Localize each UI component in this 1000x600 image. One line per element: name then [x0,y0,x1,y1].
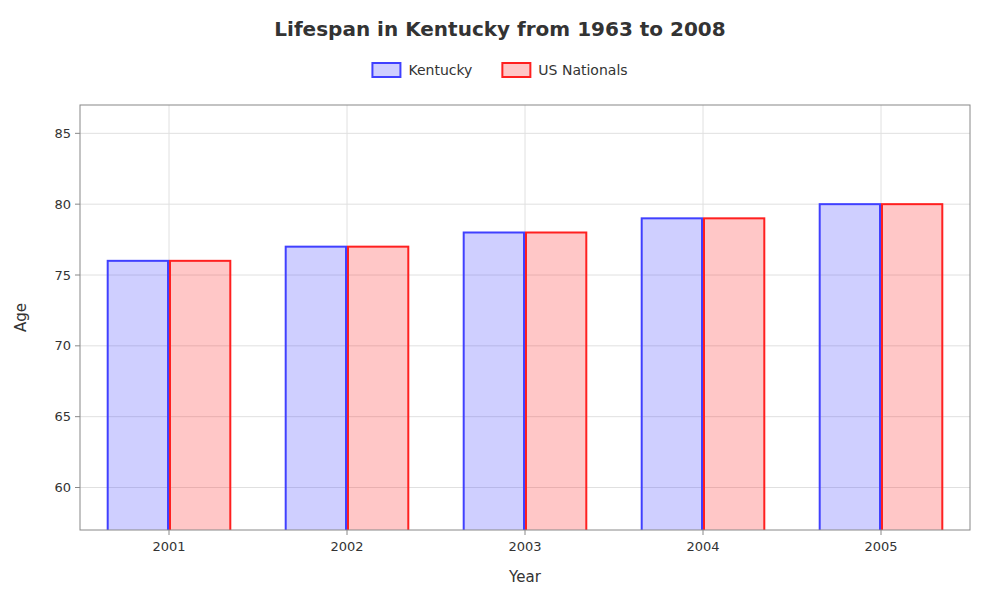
y-tick-label: 60 [54,480,71,495]
x-tick [169,530,170,535]
x-tick-label: 2003 [508,539,541,554]
bar [108,261,168,530]
x-tick [347,530,348,535]
x-tick [703,530,704,535]
y-tick-label: 65 [54,409,71,424]
legend-swatch [502,63,530,77]
legend-item: Kentucky [372,62,472,78]
y-axis-label: Age [12,303,30,332]
legend-label: Kentucky [408,62,472,78]
chart-container: Lifespan in Kentucky from 1963 to 2008 60… [0,0,1000,600]
x-tick-label: 2001 [152,539,185,554]
title: Lifespan in Kentucky from 1963 to 2008 [274,17,725,41]
legend-item: US Nationals [502,62,627,78]
y-tick [75,204,80,205]
y-tick-label: 85 [54,126,71,141]
bar [170,261,230,530]
x-tick-label: 2005 [864,539,897,554]
legend-swatch [372,63,400,77]
bar [642,218,702,530]
y-tick [75,416,80,417]
bars [108,204,943,530]
bar [526,233,586,531]
x-tick-label: 2004 [686,539,719,554]
plot-frame [80,105,970,530]
x-tick [525,530,526,535]
y-tick [75,487,80,488]
legend: Kentucky US Nationals [372,62,627,78]
x-axis-label: Year [508,568,542,586]
legend-label: US Nationals [538,62,627,78]
x-tick-label: 2002 [330,539,363,554]
y-tick [75,133,80,134]
bar [286,247,346,530]
bar [820,204,880,530]
y-tick [75,345,80,346]
bar [464,233,524,531]
chart-svg: Lifespan in Kentucky from 1963 to 2008 60… [0,0,1000,600]
x-tick [881,530,882,535]
y-tick-label: 80 [54,197,71,212]
y-tick [75,275,80,276]
bar [704,218,764,530]
bar [348,247,408,530]
bar [882,204,942,530]
y-tick-label: 70 [54,338,71,353]
axes: 60 65 70 75 80 85 2001 2002 2003 2004 2005 [54,126,897,554]
y-tick-label: 75 [54,268,71,283]
